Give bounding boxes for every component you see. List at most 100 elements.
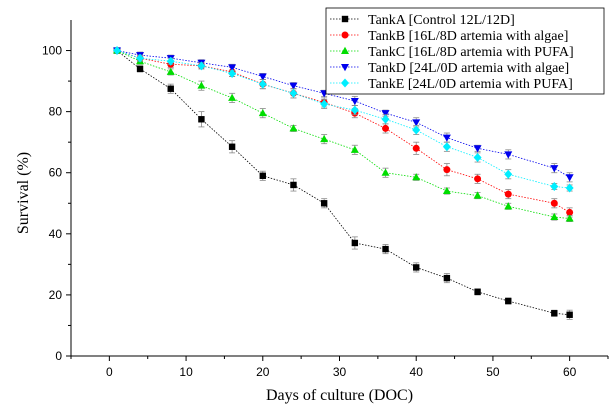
data-point [228,143,236,150]
legend-item: TankC [16L/8D artemia with PUFA] [330,45,574,60]
data-point [289,82,298,90]
data-point [504,202,513,210]
legend-marker [341,64,349,72]
y-tick-label: 80 [49,105,63,119]
legend-box [325,7,605,95]
data-point [474,288,481,296]
data-point [351,239,359,247]
data-point [259,172,266,179]
y-axis-title: Survival (%) [15,152,32,234]
legend-marker [341,46,349,54]
data-point [442,142,451,152]
legend-label: TankC [16L/8D artemia with PUFA] [368,45,574,60]
data-point [504,169,513,179]
data-point [290,181,297,189]
data-point [228,64,237,72]
y-tick-label: 60 [49,166,63,180]
data-point [550,199,558,207]
legend-marker [341,78,349,88]
data-point [412,119,421,127]
legend-item: TankD [24L/0D artemia with algae] [330,61,569,76]
data-point [566,208,574,216]
legend-label: TankD [24L/0D artemia with algae] [368,61,569,76]
data-point [320,200,328,207]
x-tick-label: 40 [410,365,424,379]
data-point [473,145,482,153]
data-point [381,110,390,118]
legend-marker [341,15,349,23]
data-point [350,105,359,115]
legend-item: TankA [Control 12L/12D] [330,13,515,28]
legend-label: TankB [16L/8D artemia with algae] [368,29,568,44]
data-point [320,99,329,109]
data-point [442,134,451,142]
data-point [382,245,389,253]
data-point [113,46,122,56]
data-point [566,311,573,318]
y-tick-label: 40 [49,227,63,241]
y-tick-label: 20 [49,288,63,302]
data-point [412,144,420,152]
series-line [116,50,570,219]
data-point [197,81,206,89]
series-line [116,50,570,316]
data-point [504,151,513,159]
data-point [197,61,206,71]
data-point [228,93,237,101]
data-point [412,125,421,135]
data-point [350,145,359,153]
x-tick-label: 30 [333,365,347,379]
data-point [289,124,298,132]
data-point [413,264,420,271]
data-point [412,173,421,181]
data-point [228,68,237,78]
data-point [443,274,451,282]
data-point [136,65,144,73]
data-point [289,88,298,98]
data-point [381,168,390,176]
y-tick-label: 100 [42,44,62,58]
data-point [381,114,390,124]
legend: TankA [Control 12L/12D]TankB [16L/8D art… [325,7,605,95]
data-point [551,310,558,317]
series-layer [113,46,574,320]
data-point [198,116,205,123]
x-tick-label: 0 [106,365,113,379]
x-tick-label: 10 [179,365,193,379]
data-point [473,152,482,162]
data-point [258,79,267,89]
data-point [565,183,574,193]
x-tick-label: 60 [563,365,577,379]
legend-item: TankB [16L/8D artemia with algae] [330,29,568,44]
data-point [565,174,574,182]
data-point [550,181,559,191]
series-4 [113,47,574,183]
x-tick-label: 50 [486,365,500,379]
data-point [258,108,267,117]
series-5 [113,46,574,193]
data-point [473,191,482,199]
legend-label: TankA [Control 12L/12D] [368,13,515,28]
data-point [166,56,175,66]
data-point [550,165,559,173]
data-point [382,124,390,132]
data-point [350,97,359,106]
y-tick-label: 0 [55,349,62,363]
series-line [116,50,570,178]
data-point [505,297,512,305]
data-point [442,186,451,195]
x-tick-label: 20 [256,365,270,379]
x-axis-title: Days of culture (DOC) [266,387,413,404]
data-point [258,73,267,81]
data-point [565,214,574,222]
axes: 0 20 40 60 80 100 0 10 20 30 40 50 60 [42,20,609,379]
legend-item: TankE [24L/0D artemia with PUFA] [330,77,573,92]
data-point [167,85,174,92]
data-point [320,134,329,143]
data-point [166,67,175,75]
data-point [550,212,559,221]
series-3 [113,46,574,223]
legend-marker [341,31,349,39]
data-point [136,53,145,63]
